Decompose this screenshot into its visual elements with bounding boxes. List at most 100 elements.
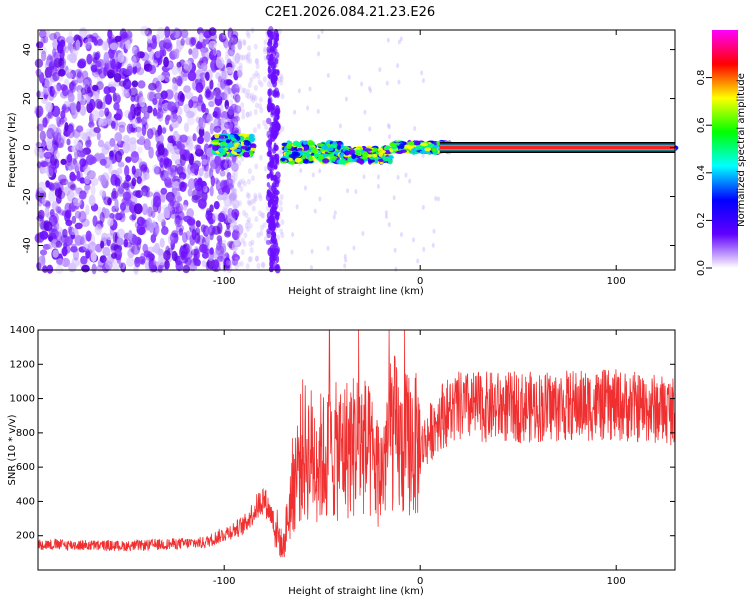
heatmap-cell <box>208 40 217 50</box>
heatmap-cell <box>265 117 272 125</box>
heatmap-cell <box>78 190 87 200</box>
heatmap-cell <box>131 55 137 68</box>
heatmap-cell <box>253 109 258 116</box>
heatmap-cell <box>169 135 176 143</box>
heatmap-cell <box>209 167 214 180</box>
heatmap-cell <box>271 147 277 154</box>
heatmap-cell <box>152 59 159 67</box>
heatmap-cell <box>431 242 435 248</box>
heatmap-cell <box>332 141 338 145</box>
heatmap-cell <box>269 238 276 245</box>
heatmap-cell <box>70 243 78 252</box>
heatmap-cell <box>44 221 53 232</box>
heatmap-cell <box>118 80 127 87</box>
heatmap-cell <box>55 115 60 122</box>
heatmap-cell <box>321 145 329 150</box>
heatmap-cell <box>236 95 241 102</box>
heatmap-cell <box>245 57 250 64</box>
heatmap-cell <box>183 60 193 72</box>
heatmap-cell <box>354 149 362 154</box>
heatmap-cell <box>49 32 57 41</box>
heatmap-carrier-cells <box>210 132 679 165</box>
heatmap-cell <box>245 111 250 118</box>
heatmap-cell <box>180 29 189 39</box>
heatmap-cell <box>302 145 309 152</box>
heatmap-cell <box>220 111 229 120</box>
y-tick-label: 400 <box>16 496 35 507</box>
heatmap-cell <box>338 159 345 165</box>
heatmap-cell <box>232 260 237 267</box>
heatmap-cell <box>53 212 59 224</box>
heatmap-cell <box>243 140 251 147</box>
heatmap-cell <box>244 222 249 229</box>
heatmap-cell <box>253 192 258 199</box>
heatmap-cell <box>146 128 154 140</box>
heatmap-cell <box>41 265 48 273</box>
heatmap-cell <box>188 105 197 118</box>
heatmap-cell <box>37 181 47 194</box>
heatmap-cell <box>249 246 254 253</box>
heatmap-cell <box>256 73 261 80</box>
heatmap-cell <box>67 153 73 163</box>
heatmap-cell <box>201 103 206 113</box>
heatmap-cell <box>94 98 103 109</box>
heatmap-cell <box>233 169 238 182</box>
heatmap-cell <box>49 208 55 217</box>
heatmap-cell <box>45 29 50 38</box>
heatmap-cell <box>39 230 49 240</box>
heatmap-cell <box>68 31 73 40</box>
heatmap-cell <box>103 208 110 219</box>
heatmap-cell <box>267 29 271 38</box>
heatmap-cell <box>209 122 214 135</box>
heatmap-cell <box>225 105 230 112</box>
heatmap-cell <box>95 60 102 68</box>
heatmap-cell <box>59 117 65 125</box>
heatmap-cell <box>223 87 228 94</box>
heatmap-cell <box>224 230 232 238</box>
heatmap-cell <box>131 195 138 206</box>
heatmap-cell <box>115 94 121 104</box>
heatmap-cell <box>193 248 201 260</box>
heatmap-cell <box>258 154 263 161</box>
heatmap-cell <box>396 150 404 154</box>
heatmap-cell <box>107 217 114 227</box>
heatmap-cell <box>436 196 440 202</box>
heatmap-cell <box>210 175 216 187</box>
heatmap-cell <box>109 150 114 161</box>
heatmap-cell <box>245 92 250 99</box>
heatmap-cell <box>275 90 280 98</box>
heatmap-cell <box>153 163 159 176</box>
heatmap-cell <box>266 81 271 88</box>
heatmap-cell <box>175 224 185 233</box>
heatmap-cell <box>248 110 253 117</box>
y-tick-label: -40 <box>22 237 33 253</box>
heatmap-cell <box>62 103 67 112</box>
heatmap-cell <box>76 125 84 133</box>
heatmap-cell <box>195 259 201 267</box>
heatmap-cell <box>427 144 432 149</box>
heatmap-cell <box>279 73 284 80</box>
heatmap-cell <box>224 94 229 101</box>
heatmap-cell <box>227 175 236 185</box>
heatmap-cell <box>247 51 252 58</box>
heatmap-cell <box>263 165 268 172</box>
heatmap-cell <box>352 245 356 251</box>
heatmap-cell <box>241 113 246 120</box>
heatmap-cell <box>364 148 373 152</box>
heatmap-cell <box>114 150 123 163</box>
heatmap-cell <box>171 230 179 238</box>
heatmap-cell <box>274 58 279 65</box>
heatmap-cell <box>75 39 81 51</box>
heatmap-cell <box>171 152 180 162</box>
heatmap-cell <box>157 124 163 137</box>
heatmap-cell <box>52 249 59 258</box>
heatmap-cell <box>90 177 99 186</box>
heatmap-cell <box>147 206 153 217</box>
heatmap-cell <box>70 102 77 113</box>
heatmap-cell <box>213 125 222 133</box>
colorbar: 0.0 0.2 0.4 0.6 0.8 Normalized spectral ampl… <box>696 30 747 276</box>
heatmap-cell <box>233 219 238 226</box>
heatmap-cell <box>214 87 223 100</box>
heatmap-cell <box>119 210 125 219</box>
heatmap-cell <box>234 264 239 271</box>
